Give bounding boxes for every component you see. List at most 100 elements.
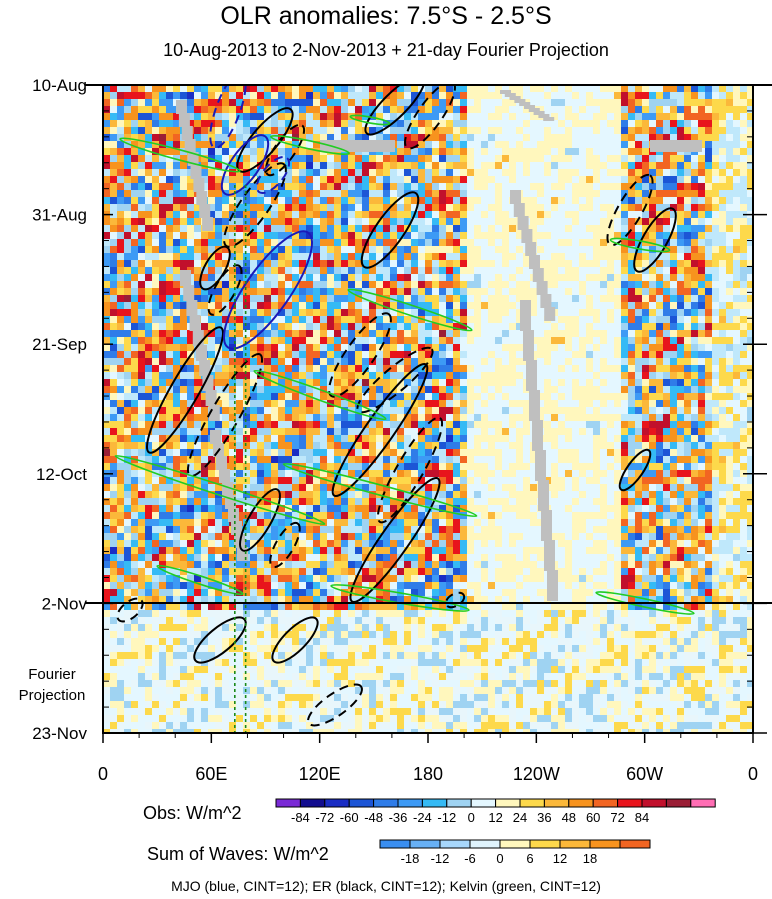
obs-cb-box-8 [470,798,497,808]
kelvin-contour-3 [253,369,387,421]
sow-cb-box-8 [619,839,651,849]
missing-cell-0-4 [187,152,199,166]
missing-cell-3-3 [521,229,533,243]
obs-cb-box-13 [592,798,619,808]
obs-cb-level-12: 60 [586,810,600,825]
missing-cell-5-0 [180,270,191,286]
sow-cb-box-7 [589,839,621,849]
mjo-contour-2 [220,134,270,196]
sow-cb-box-0 [379,839,411,849]
obs-cb-box-11 [543,798,570,808]
x-label-6: 0 [748,764,758,784]
missing-cell-3-2 [517,216,529,230]
obs-cb-level-3: -48 [364,810,383,825]
sow-cb-box-1 [409,839,441,849]
missing-cell-3-5 [529,255,540,269]
obs-cb-level-14: 84 [635,810,649,825]
wave-contours [114,85,695,727]
obs-cb-level-8: 12 [488,810,502,825]
chart-subtitle: 10-Aug-2013 to 2-Nov-2013 + 21-day Fouri… [163,40,609,60]
missing-cell-1-2 [216,456,227,470]
missing-cell-1-3 [219,469,230,483]
mjo-contour-3 [255,155,291,195]
missing-cell-4-1 [523,330,534,361]
missing-cell-4-4 [532,420,543,451]
obs-cb-box-9 [495,798,521,808]
y-label-0: 10-Aug [32,76,87,95]
missing-cell-3-0 [510,190,521,204]
obs-cb-box-10 [519,798,545,808]
missing-cell-3-1 [513,203,525,217]
x-label-1: 60E [195,764,227,784]
missing-cell-0-7 [196,191,208,205]
missing-cell-2-9 [543,117,555,121]
missing-cell-2-6 [528,108,540,112]
kelvin-contour-1 [270,135,350,155]
y-label-3: 12-Oct [36,465,87,484]
er-contour-15 [376,416,444,524]
axis-ticks [102,84,767,743]
er-contour-3 [264,123,306,177]
y-label-5: 23-Nov [32,724,87,743]
sum-colorbar-label: Sum of Waves: W/m^2 [147,844,329,864]
missing-cell-2-2 [509,96,521,100]
er-contour-12 [328,312,392,398]
sow-cb-level-4: 6 [526,851,533,866]
obs-cb-level-13: 72 [610,810,624,825]
er-contour-0 [364,85,426,136]
obs-cb-box-5 [397,798,423,808]
missing-data [176,90,702,601]
obs-colorbar-label: Obs: W/m^2 [143,803,242,823]
missing-cell-5-7 [202,375,214,391]
missing-cell-4-8 [544,540,555,571]
missing-cell-0-3 [184,139,196,153]
mjo-contour-1 [222,230,314,350]
missing-cell-2-1 [504,93,516,97]
missing-cell-3-6 [532,268,544,282]
obs-cb-box-17 [690,798,716,808]
chart-title: OLR anomalies: 7.5°S - 2.5°S [220,2,552,30]
er-contour-11 [186,352,264,478]
missing-cell-3-7 [536,281,548,295]
missing-cell-5-1 [183,285,195,301]
kelvin-contour-9 [609,237,671,253]
missing-cell-5-6 [199,360,211,376]
er-contour-6 [207,264,243,316]
missing-cell-0-2 [181,126,193,140]
missing-cell-4-9 [547,570,558,601]
missing-cell-2-4 [519,102,531,106]
missing-cell-3-8 [540,294,552,308]
y-label-1: 31-Aug [32,206,87,225]
missing-cell-3-9 [544,307,556,321]
x-label-2: 120E [299,764,341,784]
obs-cb-level-0: -84 [291,810,310,825]
missing-cell-1-0 [210,430,221,444]
sow-cb-level-3: 0 [496,851,503,866]
missing-cell-0-9 [202,217,214,231]
sow-cb-box-5 [529,839,561,849]
obs-cb-box-16 [665,798,692,808]
projection-label: Fourier Projection [6,664,98,706]
missing-cell-4-3 [529,390,540,421]
x-label-0: 0 [98,764,108,784]
obs-cb-box-0 [275,798,301,808]
sow-cb-box-3 [469,839,501,849]
obs-cb-box-6 [421,798,448,808]
obs-cb-box-2 [324,798,350,808]
er-contour-19 [269,521,301,569]
missing-cell-0-8 [199,204,211,218]
projection-label-line2: Projection [18,687,86,704]
er-contour-21 [271,616,319,664]
obs-cb-level-9: 24 [513,810,527,825]
y-label-4: 2-Nov [42,594,88,613]
missing-cell-5-4 [192,330,204,346]
kelvin-contour-6 [156,564,244,596]
missing-cell-1-6 [228,508,239,522]
sow-cb-level-0: -18 [401,851,420,866]
missing-cell-1-4 [222,482,233,496]
y-axis-labels: 10-Aug 31-Aug 21-Sep 12-Oct 2-Nov 23-Nov [32,76,87,743]
missing-cell-4-7 [541,510,552,541]
missing-cell-2-5 [524,105,535,109]
legend-footer: MJO (blue, CINT=12); ER (black, CINT=12)… [171,878,601,894]
sow-cb-box-4 [499,839,531,849]
